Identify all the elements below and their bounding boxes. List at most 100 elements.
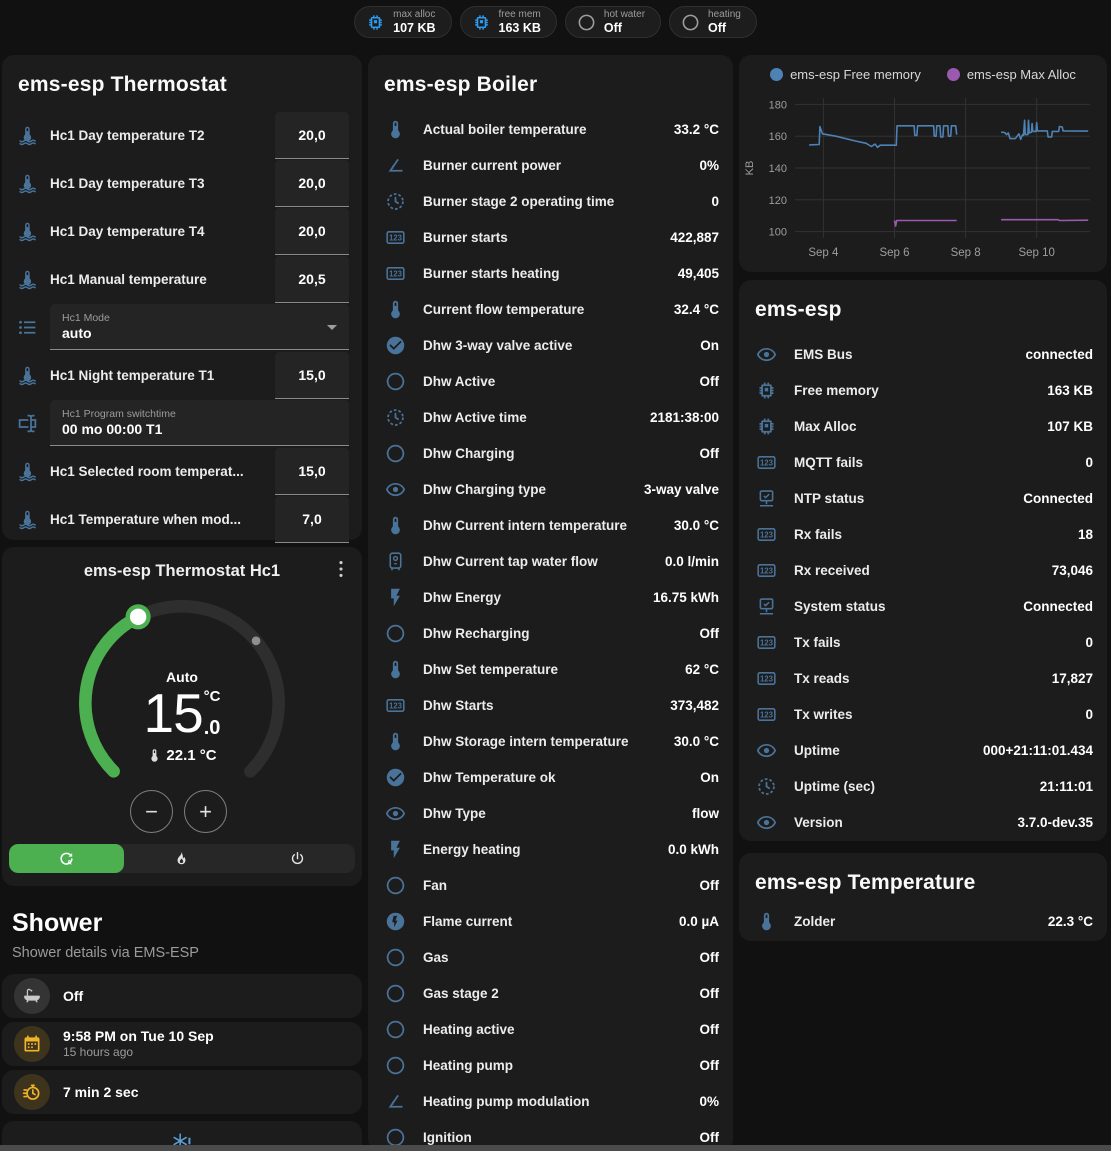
entity-row[interactable]: Dhw Current intern temperature30.0 °C	[368, 507, 733, 543]
entity-row[interactable]: Free memory163 KB	[739, 372, 1107, 408]
entity-row[interactable]: Hc1 Day temperature T3 20,0	[2, 159, 362, 207]
mode-heat-button[interactable]	[124, 844, 239, 873]
number-input[interactable]: 15,0	[275, 352, 349, 399]
entity-row[interactable]: Version3.7.0-dev.35	[739, 804, 1107, 840]
badge-free-mem[interactable]: free mem163 KB	[460, 6, 557, 38]
entity-row[interactable]: GasOff	[368, 939, 733, 975]
monitor-check-icon	[756, 488, 777, 509]
entity-row[interactable]: Dhw Charging type3-way valve	[368, 471, 733, 507]
current-temp-marker	[252, 636, 261, 645]
entity-row[interactable]: System statusConnected	[739, 588, 1107, 624]
entity-row[interactable]: Heating pump modulation0%	[368, 1083, 733, 1119]
entity-row[interactable]: Dhw Set temperature62 °C	[368, 651, 733, 687]
entity-label: Tx reads	[794, 671, 1035, 686]
entity-row[interactable]: 123MQTT fails0	[739, 444, 1107, 480]
entity-row[interactable]: 123Rx fails18	[739, 516, 1107, 552]
entity-value: 0	[1085, 455, 1093, 470]
entity-row[interactable]: Burner stage 2 operating time0	[368, 183, 733, 219]
entity-row[interactable]: Hc1 Temperature when mod...7,0	[2, 495, 362, 543]
entity-row[interactable]: EMS Busconnected	[739, 336, 1107, 372]
entity-row[interactable]: Gas stage 2Off	[368, 975, 733, 1011]
entity-row[interactable]: Uptime (sec)21:11:01	[739, 768, 1107, 804]
entity-value: 33.2 °C	[674, 122, 719, 137]
shower-item[interactable]: Off	[2, 974, 362, 1018]
number-input[interactable]: 20,0	[275, 160, 349, 207]
svg-text:180: 180	[769, 99, 787, 111]
more-menu-icon[interactable]	[330, 558, 352, 585]
mode-off-button[interactable]	[240, 844, 355, 873]
entity-value: 30.0 °C	[674, 734, 719, 749]
shower-item[interactable]: 7 min 2 sec	[2, 1070, 362, 1114]
entity-label: System status	[794, 599, 1006, 614]
entity-row[interactable]: 123Burner starts heating49,405	[368, 255, 733, 291]
entity-value: 0%	[699, 158, 719, 173]
mode-auto-button[interactable]: A	[9, 844, 124, 873]
entity-row[interactable]: 123Tx writes0	[739, 696, 1107, 732]
progress-clock-icon	[756, 776, 777, 797]
entity-value: On	[700, 338, 719, 353]
entity-row[interactable]: Actual boiler temperature33.2 °C	[368, 111, 733, 147]
entity-row[interactable]: Burner current power0%	[368, 147, 733, 183]
thermometer-water-icon	[17, 365, 38, 386]
badge-heating[interactable]: heatingOff	[669, 6, 757, 38]
text-input[interactable]: Hc1 Program switchtime00 mo 00:00 T1	[50, 400, 349, 446]
entity-row[interactable]: Dhw Typeflow	[368, 795, 733, 831]
shower-item[interactable]: 9:58 PM on Tue 10 Sep15 hours ago	[2, 1022, 362, 1066]
entity-row[interactable]: Dhw 3-way valve activeOn	[368, 327, 733, 363]
entity-row[interactable]: Dhw RechargingOff	[368, 615, 733, 651]
entity-label: Dhw Starts	[423, 698, 653, 713]
entity-row[interactable]: Dhw Current tap water flow0.0 l/min	[368, 543, 733, 579]
entity-row[interactable]: Dhw ChargingOff	[368, 435, 733, 471]
entity-row[interactable]: Current flow temperature32.4 °C	[368, 291, 733, 327]
number-input[interactable]: 20,5	[275, 256, 349, 303]
entity-value: 18	[1078, 527, 1093, 542]
entity-label: Fan	[423, 878, 683, 893]
entity-row[interactable]: Dhw Temperature okOn	[368, 759, 733, 795]
entity-row[interactable]: FanOff	[368, 867, 733, 903]
dial-readout: Auto 15 °C .0 22.1 °C	[2, 669, 362, 764]
entity-row[interactable]: Max Alloc107 KB	[739, 408, 1107, 444]
entity-row[interactable]: 123Tx reads17,827	[739, 660, 1107, 696]
entity-row[interactable]: Dhw Storage intern temperature30.0 °C	[368, 723, 733, 759]
entity-row[interactable]: Hc1 Selected room temperat...15,0	[2, 447, 362, 495]
entity-value: 422,887	[670, 230, 719, 245]
eye-icon	[756, 344, 777, 365]
entity-label: Gas	[423, 950, 683, 965]
entity-label: Version	[794, 815, 1000, 830]
number-input[interactable]: 20,0	[275, 208, 349, 255]
format-list-icon	[17, 317, 38, 338]
entity-row[interactable]: Uptime000+21:11:01.434	[739, 732, 1107, 768]
entity-row[interactable]: Hc1 Manual temperature20,5	[2, 255, 362, 303]
entity-row[interactable]: 123Rx received73,046	[739, 552, 1107, 588]
entity-row[interactable]: Hc1 Modeauto	[2, 303, 362, 351]
entity-row[interactable]: Hc1 Program switchtime00 mo 00:00 T1	[2, 399, 362, 447]
temp-increase-button[interactable]: +	[184, 790, 227, 833]
temp-decrease-button[interactable]: −	[130, 790, 173, 833]
entity-row[interactable]: Hc1 Day temperature T220,0	[2, 111, 362, 159]
badge-max-alloc[interactable]: max alloc107 KB	[354, 6, 451, 38]
eye-icon	[385, 803, 406, 824]
entity-row[interactable]: 123Tx fails0	[739, 624, 1107, 660]
entity-row[interactable]: 123Burner starts422,887	[368, 219, 733, 255]
entity-row[interactable]: Dhw Active time2181:38:00	[368, 399, 733, 435]
badge-hot-water[interactable]: hot waterOff	[565, 6, 661, 38]
thermostat-dial-card: ems-esp Thermostat Hc1 Auto 15 °C .0	[2, 547, 362, 886]
mode-select[interactable]: Hc1 Modeauto	[50, 304, 349, 350]
entity-row[interactable]: Dhw Energy16.75 kWh	[368, 579, 733, 615]
number-input[interactable]: 7,0	[275, 496, 349, 543]
entity-row[interactable]: Dhw ActiveOff	[368, 363, 733, 399]
entity-row[interactable]: Heating pumpOff	[368, 1047, 733, 1083]
entity-row[interactable]: Energy heating0.0 kWh	[368, 831, 733, 867]
entity-row[interactable]: Zolder22.3 °C	[739, 903, 1107, 939]
entity-row[interactable]: 123Dhw Starts373,482	[368, 687, 733, 723]
entity-row[interactable]: NTP statusConnected	[739, 480, 1107, 516]
shower-subtitle: Shower details via EMS-ESP	[12, 945, 362, 961]
svg-text:A: A	[67, 860, 72, 867]
entity-row[interactable]: Hc1 Night temperature T115,0	[2, 351, 362, 399]
entity-row[interactable]: Flame current0.0 µA	[368, 903, 733, 939]
entity-label: Hc1 Day temperature T3	[50, 176, 263, 191]
number-input[interactable]: 15,0	[275, 448, 349, 495]
entity-row[interactable]: Heating activeOff	[368, 1011, 733, 1047]
entity-row[interactable]: Hc1 Day temperature T420,0	[2, 207, 362, 255]
number-input[interactable]: 20,0	[275, 112, 349, 159]
